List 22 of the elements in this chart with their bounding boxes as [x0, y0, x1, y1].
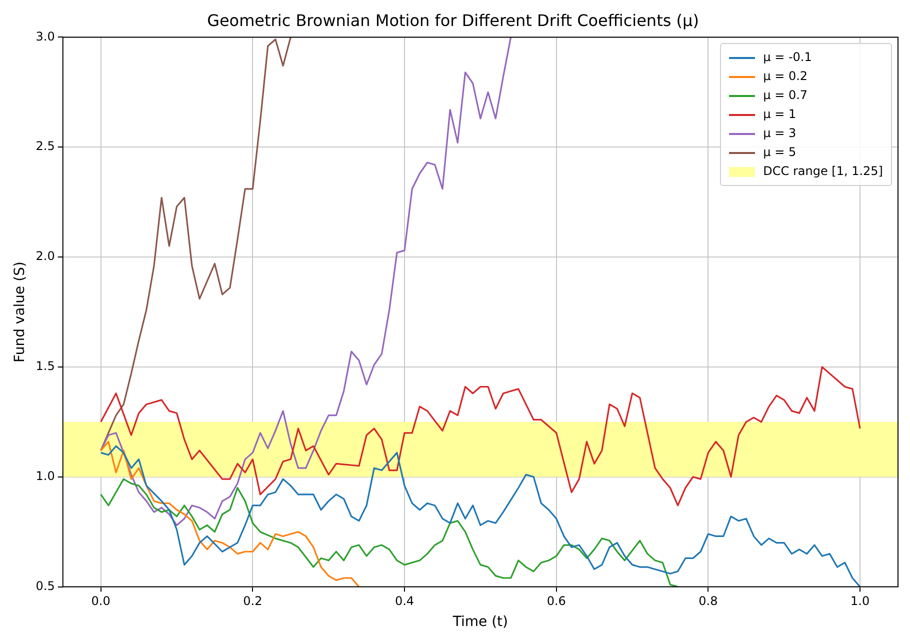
y-tick-label: 1.5	[36, 359, 55, 374]
legend-label: μ = 5	[763, 144, 796, 162]
y-axis-title: Fund value (S)	[12, 262, 28, 362]
x-tick-label: 0.4	[394, 594, 414, 608]
legend-label: μ = 0.2	[763, 68, 808, 86]
x-tick-label: 0.2	[243, 594, 262, 608]
x-axis-title: Time (t)	[452, 614, 508, 630]
x-tick-label: 1.0	[850, 594, 870, 608]
y-tick-label: 2.5	[36, 139, 55, 154]
y-tick-label: 3.0	[36, 29, 55, 44]
legend-label: μ = 3	[763, 125, 796, 142]
x-tick-label: 0.8	[698, 594, 718, 608]
y-tick-label: 2.0	[36, 249, 55, 264]
y-tick-label: 0.5	[36, 578, 55, 593]
legend-label: μ = -0.1	[763, 49, 812, 66]
y-tick-label: 1.0	[36, 469, 55, 484]
chart-title: Geometric Brownian Motion for Different Drift Coefficients (μ)	[207, 10, 699, 30]
legend-label: μ = 1	[763, 106, 796, 124]
legend-label: μ = 0.7	[763, 87, 808, 104]
legend-label: DCC range [1, 1.25]	[763, 163, 883, 180]
x-tick-label: 0.0	[91, 594, 110, 608]
x-tick-label: 0.6	[546, 594, 566, 608]
